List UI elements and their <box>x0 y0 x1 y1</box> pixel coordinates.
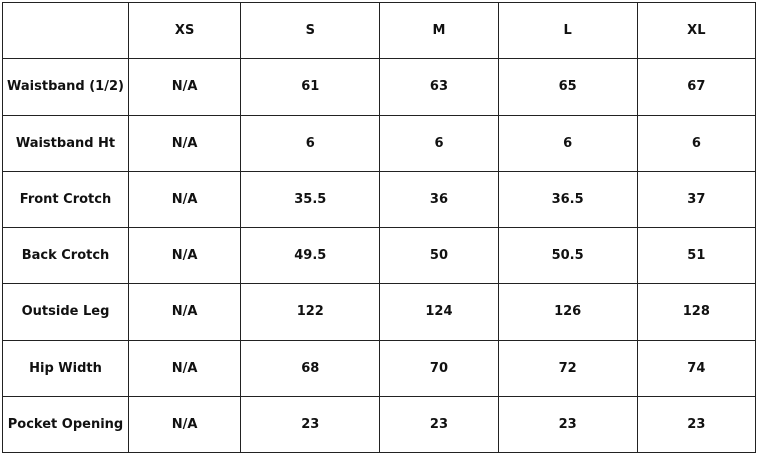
measurement-value: 50.5 <box>497 226 638 285</box>
measurement-value: 65 <box>497 58 638 116</box>
measurement-value: N/A <box>127 283 242 341</box>
measurement-value: N/A <box>127 339 242 397</box>
measurement-value: N/A <box>127 226 242 285</box>
measurement-value: 51 <box>636 226 757 285</box>
table-row: Hip Width N/A 68 70 72 74 <box>2 339 757 397</box>
measurement-value: N/A <box>127 58 242 116</box>
measurement-value: N/A <box>127 395 242 454</box>
corner-cell <box>2 1 129 60</box>
table-row: Back Crotch N/A 49.5 50 50.5 51 <box>2 226 757 285</box>
measurement-label: Waistband Ht <box>2 114 129 172</box>
measurement-value: 124 <box>379 283 499 341</box>
measurement-value: 128 <box>636 283 757 341</box>
size-header: M <box>379 1 499 60</box>
measurement-label: Back Crotch <box>2 226 129 285</box>
measurement-value: 72 <box>497 339 638 397</box>
size-header: XS <box>127 1 242 60</box>
table-row: Outside Leg N/A 122 124 126 128 <box>2 283 757 341</box>
measurement-value: 6 <box>636 114 757 172</box>
measurement-value: 50 <box>379 226 499 285</box>
measurement-value: 68 <box>240 339 381 397</box>
measurement-value: 126 <box>497 283 638 341</box>
measurement-value: 49.5 <box>240 226 381 285</box>
measurement-label: Pocket Opening <box>2 395 129 454</box>
measurement-value: 6 <box>240 114 381 172</box>
measurement-value: 23 <box>497 395 638 454</box>
measurement-value: N/A <box>127 114 242 172</box>
measurement-value: 37 <box>636 170 757 229</box>
table-row: Waistband Ht N/A 6 6 6 6 <box>2 114 757 172</box>
measurement-label: Hip Width <box>2 339 129 397</box>
table-row: Front Crotch N/A 35.5 36 36.5 37 <box>2 170 757 229</box>
measurement-value: 36 <box>379 170 499 229</box>
measurement-value: 122 <box>240 283 381 341</box>
measurement-value: 6 <box>379 114 499 172</box>
measurement-label: Waistband (1/2) <box>2 58 129 116</box>
size-header: S <box>240 1 381 60</box>
measurement-value: 67 <box>636 58 757 116</box>
measurement-value: 6 <box>497 114 638 172</box>
measurement-label: Front Crotch <box>2 170 129 229</box>
measurement-value: 74 <box>636 339 757 397</box>
measurement-label: Outside Leg <box>2 283 129 341</box>
measurement-value: N/A <box>127 170 242 229</box>
measurement-value: 23 <box>636 395 757 454</box>
measurement-value: 70 <box>379 339 499 397</box>
measurement-value: 23 <box>240 395 381 454</box>
measurement-value: 23 <box>379 395 499 454</box>
measurement-value: 36.5 <box>497 170 638 229</box>
measurement-value: 63 <box>379 58 499 116</box>
size-header: L <box>497 1 638 60</box>
table-row: Waistband (1/2) N/A 61 63 65 67 <box>2 58 757 116</box>
measurement-value: 61 <box>240 58 381 116</box>
measurement-value: 35.5 <box>240 170 381 229</box>
table-row: Pocket Opening N/A 23 23 23 23 <box>2 395 757 454</box>
size-header: XL <box>636 1 757 60</box>
header-row: XS S M L XL <box>2 1 757 60</box>
